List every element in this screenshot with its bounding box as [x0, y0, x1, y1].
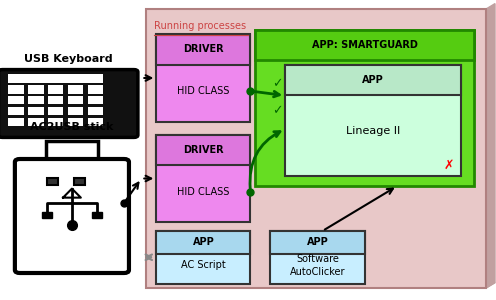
- Text: HID CLASS: HID CLASS: [177, 86, 230, 96]
- Bar: [255, 30, 474, 186]
- Bar: [8, 118, 24, 126]
- Text: AC2USB stick: AC2USB stick: [30, 122, 114, 132]
- Text: HID CLASS: HID CLASS: [177, 187, 230, 196]
- Bar: [74, 178, 85, 184]
- Bar: [28, 96, 44, 104]
- Text: Running processes: Running processes: [154, 21, 246, 31]
- Text: ✓: ✓: [272, 104, 283, 117]
- Text: Software
AutoClicker: Software AutoClicker: [290, 254, 345, 277]
- Bar: [28, 107, 44, 115]
- Bar: [8, 96, 24, 104]
- Bar: [8, 74, 24, 83]
- Bar: [270, 231, 365, 284]
- FancyBboxPatch shape: [46, 141, 98, 162]
- Bar: [146, 9, 486, 288]
- Bar: [8, 85, 24, 94]
- Bar: [48, 107, 63, 115]
- Bar: [92, 212, 102, 218]
- Text: Lineage II: Lineage II: [346, 126, 400, 136]
- Bar: [48, 96, 63, 104]
- Bar: [68, 96, 83, 104]
- Bar: [48, 85, 63, 94]
- Bar: [156, 34, 250, 122]
- Bar: [48, 118, 63, 126]
- Bar: [28, 118, 44, 126]
- Bar: [285, 64, 461, 176]
- Bar: [88, 74, 103, 83]
- Text: ✗: ✗: [443, 158, 454, 172]
- Text: DRIVER: DRIVER: [183, 44, 224, 55]
- Bar: [8, 107, 24, 115]
- Bar: [28, 85, 44, 94]
- Bar: [156, 135, 250, 165]
- Polygon shape: [486, 4, 495, 288]
- Bar: [255, 30, 474, 60]
- Text: ✓: ✓: [272, 77, 283, 90]
- Text: APP: APP: [192, 237, 214, 248]
- Text: APP: APP: [363, 74, 384, 85]
- FancyBboxPatch shape: [15, 159, 129, 273]
- Text: DRIVER: DRIVER: [183, 145, 224, 155]
- Text: USB Keyboard: USB Keyboard: [24, 55, 113, 64]
- Bar: [88, 85, 103, 94]
- Bar: [270, 231, 365, 254]
- Text: AC Script: AC Script: [181, 260, 226, 270]
- Bar: [68, 85, 83, 94]
- Polygon shape: [146, 283, 495, 288]
- Bar: [42, 212, 52, 218]
- Bar: [88, 118, 103, 126]
- Text: APP: APP: [307, 237, 328, 248]
- Bar: [156, 135, 250, 222]
- Bar: [88, 96, 103, 104]
- FancyBboxPatch shape: [0, 70, 138, 137]
- Text: APP: SMARTGUARD: APP: SMARTGUARD: [311, 40, 418, 50]
- Bar: [22, 74, 92, 83]
- Bar: [156, 34, 250, 64]
- Bar: [68, 118, 83, 126]
- Bar: [68, 107, 83, 115]
- Bar: [88, 107, 103, 115]
- Bar: [47, 178, 58, 184]
- Bar: [285, 64, 461, 94]
- Bar: [156, 231, 250, 254]
- Bar: [156, 231, 250, 284]
